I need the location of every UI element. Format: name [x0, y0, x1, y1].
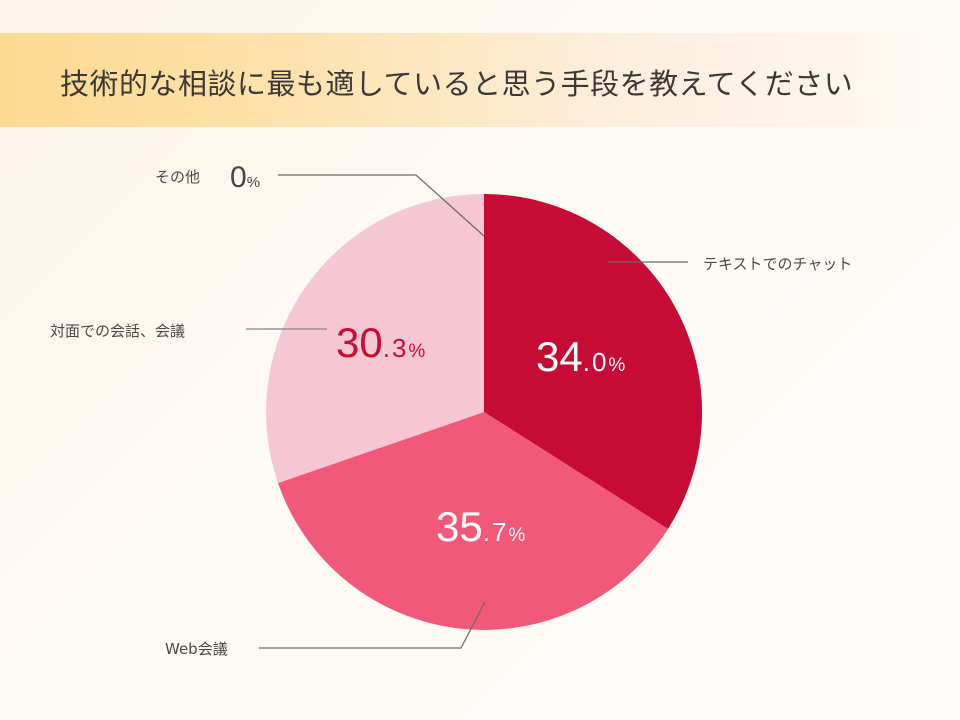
- leader-line-web-meeting: [259, 601, 486, 649]
- chart-title: 技術的な相談に最も適していると思う手段を教えてください: [60, 67, 854, 101]
- label-text-chat: テキストでのチャット: [703, 255, 853, 273]
- slice-web-meeting: [278, 412, 668, 630]
- value-text-chat: 34.0%: [536, 333, 626, 380]
- label-web-meeting: Web会議: [165, 640, 228, 658]
- value-face-to-face: 30.3%: [336, 319, 426, 366]
- value-other: 0%: [230, 161, 261, 194]
- title-band: [0, 33, 960, 127]
- slice-face-to-face: [266, 194, 484, 483]
- leader-line-other: [278, 174, 485, 237]
- label-face-to-face: 対面での会話、会議: [50, 322, 186, 340]
- value-web-meeting: 35.7%: [436, 503, 526, 550]
- label-other: その他: [155, 168, 201, 186]
- slice-text-chat: [484, 194, 703, 529]
